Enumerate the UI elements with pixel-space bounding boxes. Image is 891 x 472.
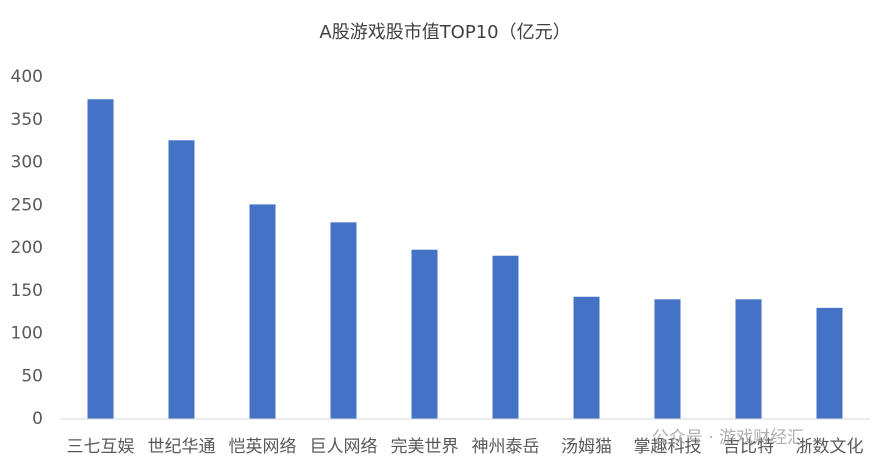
bar — [492, 255, 519, 419]
x-tick-label: 巨人网络 — [310, 437, 378, 457]
x-tick-label: 完美世界 — [391, 437, 459, 457]
x-tick-label: 世纪华通 — [148, 437, 216, 457]
bar — [735, 299, 762, 419]
x-tick-label: 吉比特 — [723, 437, 774, 457]
bar — [168, 140, 195, 419]
x-tick-label: 神州泰岳 — [472, 437, 540, 457]
bar — [411, 249, 438, 419]
x-tick-label: 三七互娱 — [67, 437, 135, 457]
chart-title: A股游戏股市值TOP10（亿元） — [319, 22, 570, 43]
y-tick-label: 400 — [11, 67, 43, 87]
x-tick-label: 浙数文化 — [796, 437, 864, 457]
y-tick-label: 200 — [11, 238, 43, 258]
y-tick-label: 0 — [32, 409, 43, 429]
y-tick-label: 150 — [11, 281, 43, 301]
y-tick-label: 300 — [11, 153, 43, 173]
bar — [654, 299, 681, 419]
y-tick-label: 250 — [11, 195, 43, 215]
y-tick-label: 350 — [11, 110, 43, 130]
bar — [816, 307, 843, 419]
x-tick-label: 汤姆猫 — [561, 437, 612, 457]
bar — [573, 296, 600, 419]
bar — [330, 222, 357, 419]
x-tick-label: 掌趣科技 — [634, 437, 702, 457]
bar — [87, 99, 114, 419]
watermark: 公众号 · 游戏财经汇 — [652, 428, 804, 448]
y-tick-label: 100 — [11, 324, 43, 344]
bar — [249, 204, 276, 419]
x-tick-label: 恺英网络 — [229, 437, 297, 457]
y-tick-label: 50 — [21, 366, 43, 386]
